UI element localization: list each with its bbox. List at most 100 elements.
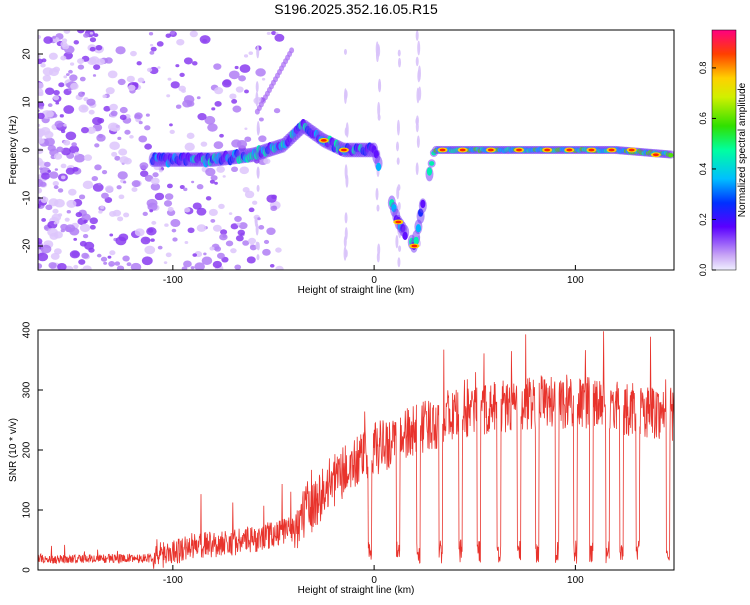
noise-speckle xyxy=(47,144,56,152)
noise-speckle xyxy=(126,75,135,83)
noise-speckle xyxy=(149,43,154,47)
noise-speckle xyxy=(96,134,106,142)
noise-speckle xyxy=(47,103,53,108)
noise-speckle xyxy=(196,184,204,190)
noise-speckle xyxy=(81,126,89,134)
noise-speckle xyxy=(175,64,180,68)
noise-speckle xyxy=(66,199,77,208)
noise-speckle xyxy=(86,126,96,134)
noise-speckle xyxy=(50,252,60,260)
streak-speckle xyxy=(415,162,419,176)
noise-speckle xyxy=(119,114,127,121)
streak-speckle xyxy=(397,49,401,57)
ridge-mark xyxy=(402,231,408,241)
x-tick-label: 0 xyxy=(371,275,377,286)
noise-speckle xyxy=(181,266,188,270)
noise-speckle xyxy=(261,77,266,81)
streak-speckle xyxy=(256,45,260,59)
noise-speckle xyxy=(145,113,150,117)
noise-speckle xyxy=(270,205,278,212)
noise-speckle xyxy=(38,87,44,96)
noise-speckle xyxy=(49,171,59,179)
noise-speckle xyxy=(98,210,103,214)
ridge-peak xyxy=(608,148,615,152)
colorbar: 0.0 0.2 0.4 0.6 0.8 Normalized spectral ampl… xyxy=(698,29,748,276)
noise-speckle xyxy=(149,209,154,213)
noise-speckle xyxy=(48,52,58,60)
y-tick-label: -20 xyxy=(22,238,33,253)
noise-speckle xyxy=(216,165,226,173)
noise-speckle xyxy=(246,256,256,264)
noise-speckle xyxy=(45,204,53,211)
noise-speckle xyxy=(79,76,86,82)
snr-series-line xyxy=(38,331,674,569)
colorbar-ticks: 0.0 0.2 0.4 0.6 0.8 xyxy=(698,62,716,276)
noise-speckle xyxy=(131,187,138,192)
noise-speckle xyxy=(248,207,255,213)
noise-speckle xyxy=(220,229,228,235)
noise-speckle xyxy=(130,50,137,57)
noise-speckle xyxy=(54,120,64,128)
noise-speckle xyxy=(209,179,215,184)
noise-speckle xyxy=(102,94,107,99)
noise-speckle xyxy=(100,205,105,210)
noise-speckle xyxy=(93,64,101,70)
noise-speckle xyxy=(38,203,41,209)
noise-speckle xyxy=(92,74,97,77)
noise-speckle xyxy=(114,155,121,161)
noise-speckle xyxy=(52,95,60,101)
noise-speckle xyxy=(117,136,122,140)
noise-speckle xyxy=(60,228,66,233)
noise-speckle xyxy=(212,224,222,232)
noise-speckle xyxy=(214,100,222,107)
noise-speckle xyxy=(170,219,181,228)
noise-speckle xyxy=(60,129,66,134)
spectrogram-marks xyxy=(38,30,674,270)
noise-speckle xyxy=(89,31,94,35)
noise-speckle xyxy=(105,87,115,95)
noise-speckle xyxy=(194,262,205,270)
noise-speckle xyxy=(83,154,93,161)
noise-speckle xyxy=(190,266,195,270)
noise-speckle xyxy=(119,106,128,114)
noise-speckle xyxy=(69,145,80,154)
x-tick-label: -100 xyxy=(163,575,183,586)
noise-speckle xyxy=(91,175,99,182)
noise-speckle xyxy=(107,255,112,259)
noise-speckle xyxy=(117,171,128,180)
streak-speckle xyxy=(415,56,419,67)
noise-speckle xyxy=(208,208,218,217)
noise-speckle xyxy=(225,240,234,247)
noise-speckle xyxy=(116,265,125,270)
noise-speckle xyxy=(73,40,80,45)
noise-speckle xyxy=(183,260,192,268)
noise-speckle xyxy=(147,202,158,211)
noise-speckle xyxy=(157,245,163,250)
noise-speckle xyxy=(117,216,124,222)
noise-speckle xyxy=(59,114,64,118)
noise-speckle xyxy=(68,88,72,92)
noise-speckle xyxy=(75,211,83,218)
streak-speckle xyxy=(256,254,260,261)
noise-speckle xyxy=(266,227,276,236)
noise-speckle xyxy=(169,129,175,134)
noise-speckle xyxy=(53,90,60,96)
colorbar-gradient xyxy=(711,29,737,271)
streak-speckle xyxy=(377,243,381,256)
streak-speckle xyxy=(256,241,260,251)
noise-speckle xyxy=(244,190,255,199)
noise-speckle xyxy=(109,233,114,237)
noise-speckle xyxy=(52,208,59,214)
noise-speckle xyxy=(197,112,207,121)
noise-speckle xyxy=(237,229,245,236)
streak-speckle xyxy=(397,201,401,211)
snr-x-label: Height of straight line (km) xyxy=(298,585,415,596)
noise-speckle xyxy=(96,253,102,258)
streak-speckle xyxy=(344,227,348,240)
noise-speckle xyxy=(60,55,67,61)
noise-speckle xyxy=(54,168,59,171)
noise-speckle xyxy=(78,91,85,97)
noise-speckle xyxy=(109,103,118,111)
streak-speckle xyxy=(344,164,348,180)
